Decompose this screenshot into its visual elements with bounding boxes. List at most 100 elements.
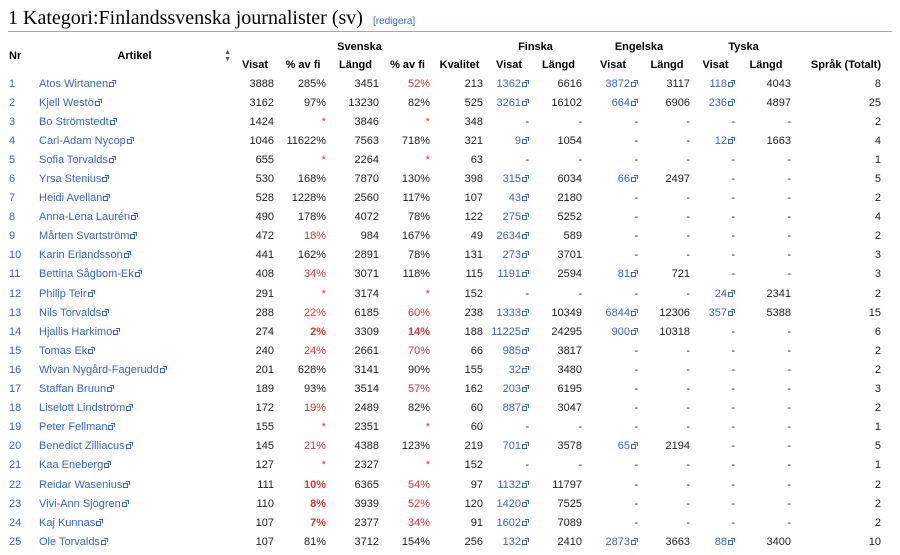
col-artikel[interactable]: Artikel ▲ ▼ — [117, 49, 231, 63]
article-link[interactable]: Nils Torvalds — [39, 307, 110, 319]
external-link-icon — [522, 404, 529, 412]
stat-link[interactable]: 2873 — [606, 536, 638, 548]
external-link-icon — [522, 136, 529, 144]
cell-10: 1663 — [766, 134, 791, 147]
subcol-1[interactable]: % av fi — [285, 58, 321, 71]
cell-11: 8 — [874, 77, 881, 90]
stat-link[interactable]: 118 — [709, 78, 735, 90]
article-link[interactable]: Peter Fellman — [39, 421, 116, 433]
table-row: 17 Staffan Bruun 189 93% 3514 57% 162 203 6195 - -… — [6, 380, 884, 399]
stat-link[interactable]: 900 — [612, 326, 638, 338]
article-link[interactable]: Carl-Adam Nycop — [39, 135, 134, 147]
subcol-4[interactable]: Kvalitet — [439, 58, 480, 71]
cell-8: - — [686, 421, 690, 434]
stat-link[interactable]: 11225 — [491, 326, 529, 338]
article-link[interactable]: Yrsa Stenius — [39, 173, 110, 185]
stat-link[interactable]: 81 — [618, 268, 638, 280]
cell-0: 490 — [255, 211, 274, 224]
subcol-10[interactable]: Längd — [749, 58, 783, 71]
article-link[interactable]: Staffan Bruun — [39, 383, 115, 395]
external-link-icon — [522, 175, 529, 183]
cell-0: 240 — [255, 344, 274, 357]
stat-link[interactable]: 1191 — [497, 268, 529, 280]
subcol-0[interactable]: Visat — [241, 58, 269, 71]
stat-link[interactable]: 273 — [503, 249, 529, 261]
article-link[interactable]: Kaj Kunnas — [39, 517, 104, 529]
stat-link[interactable]: 236 — [709, 97, 735, 109]
stat-link[interactable]: 12 — [715, 135, 735, 147]
sort-arrows-icon[interactable]: ▲ ▼ — [224, 49, 231, 63]
edit-link[interactable]: redigera — [375, 16, 413, 27]
stat-link[interactable]: 887 — [503, 402, 529, 414]
article-link[interactable]: Reidar Wasenius — [39, 479, 131, 491]
stat-link[interactable]: 2634 — [497, 230, 529, 242]
article-link[interactable]: Atos Wirtanen — [39, 78, 117, 90]
stat-link[interactable]: 43 — [509, 192, 529, 204]
stat-link[interactable]: 701 — [503, 440, 529, 452]
stat-link[interactable]: 9 — [515, 135, 529, 147]
stat-link[interactable]: 1333 — [497, 307, 529, 319]
subcol-5[interactable]: Visat — [495, 58, 523, 71]
stat-link[interactable]: 3261 — [497, 97, 529, 109]
stat-link[interactable]: 65 — [618, 440, 638, 452]
stat-link[interactable]: 1362 — [497, 78, 529, 90]
stat-link[interactable]: 203 — [503, 383, 529, 395]
stat-link[interactable]: 132 — [503, 536, 529, 548]
cell-8: - — [686, 344, 690, 357]
article-link[interactable]: Ole Torvalds — [39, 536, 108, 548]
subcol-6[interactable]: Längd — [542, 58, 575, 71]
article-link[interactable]: Sofia Torvalds — [39, 154, 116, 166]
article-link[interactable]: Liselott Lindström — [39, 402, 134, 414]
cell-4: 398 — [464, 173, 483, 186]
article-link[interactable]: Bettina Sågbom-Ek — [39, 268, 142, 280]
stat-link[interactable]: 24 — [715, 288, 735, 300]
article-link[interactable]: Mårten Svartström — [39, 230, 138, 242]
article-link[interactable]: Benedict Zilliacus — [39, 440, 133, 452]
article-link[interactable]: Kjell Westö — [39, 97, 102, 109]
stat-link[interactable]: 3872 — [606, 78, 638, 90]
article-link[interactable]: Karin Erlandsson — [39, 249, 131, 261]
stat-link[interactable]: 315 — [503, 173, 529, 185]
article-link[interactable]: Wivan Nygård-Fagerudd — [39, 364, 167, 376]
subcol-7[interactable]: Visat — [599, 58, 627, 71]
subcol-3[interactable]: % av fi — [390, 58, 425, 71]
article-link[interactable]: Philip Teir — [39, 288, 95, 300]
stat-link[interactable]: 985 — [503, 345, 529, 357]
article-link[interactable]: Tomas Ek — [39, 345, 96, 357]
stat-link[interactable]: 1602 — [497, 517, 529, 529]
cell-10: - — [787, 402, 791, 415]
stat-link[interactable]: 1132 — [497, 479, 529, 491]
subcol-9[interactable]: Visat — [702, 58, 729, 71]
cell-4: 321 — [464, 134, 483, 147]
cell-9: - — [731, 211, 735, 224]
stat-link[interactable]: 275 — [503, 211, 529, 223]
cell-5: - — [525, 459, 529, 472]
cell-9: - — [731, 325, 735, 338]
col-nr[interactable]: Nr — [9, 50, 22, 62]
stat-link[interactable]: 88 — [715, 536, 735, 548]
stat-link[interactable]: 66 — [618, 173, 638, 185]
stat-link[interactable]: 357 — [709, 307, 735, 319]
article-link[interactable]: Hjallis Harkimo — [39, 326, 121, 338]
stat-link[interactable]: 6844 — [606, 307, 638, 319]
article-link[interactable]: Anna-Lena Laurén — [39, 211, 139, 223]
external-link-icon — [631, 537, 638, 545]
article-link[interactable]: Bo Strömstedt — [39, 116, 117, 128]
cell-3: 130% — [401, 173, 430, 186]
subcol-2[interactable]: Längd — [339, 58, 372, 71]
stat-link[interactable]: 32 — [509, 364, 529, 376]
article-link[interactable]: Kaa Eneberg — [39, 459, 112, 471]
cell-9: - — [731, 516, 735, 529]
cell-6: 7089 — [557, 516, 582, 529]
cell-5: 701 — [486, 437, 532, 456]
subcol-11[interactable]: Språk (Totalt) — [810, 58, 881, 71]
edit-section: [redigera] — [372, 16, 416, 27]
cell-8: - — [686, 402, 690, 415]
stat-link[interactable]: 1420 — [497, 498, 529, 510]
subcol-8[interactable]: Längd — [650, 58, 684, 71]
article-link[interactable]: Heidi Avellan — [39, 192, 111, 204]
row-number: 9 — [9, 230, 16, 243]
article-link[interactable]: Vivi-Ann Sjögren — [39, 498, 129, 510]
cell-9: - — [731, 344, 735, 357]
stat-link[interactable]: 664 — [612, 97, 638, 109]
